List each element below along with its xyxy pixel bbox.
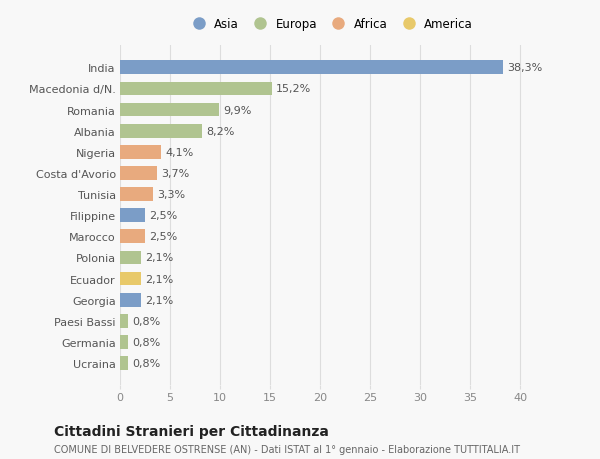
Text: 2,1%: 2,1% bbox=[145, 253, 173, 263]
Bar bbox=[120, 103, 219, 117]
Text: 2,5%: 2,5% bbox=[149, 211, 177, 221]
Text: Cittadini Stranieri per Cittadinanza: Cittadini Stranieri per Cittadinanza bbox=[54, 425, 329, 438]
Legend: Asia, Europa, Africa, America: Asia, Europa, Africa, America bbox=[187, 18, 473, 31]
Bar bbox=[120, 146, 161, 159]
Text: 9,9%: 9,9% bbox=[223, 106, 251, 115]
Bar bbox=[120, 62, 503, 75]
Text: 4,1%: 4,1% bbox=[165, 147, 193, 157]
Bar bbox=[120, 251, 141, 265]
Bar bbox=[120, 357, 128, 370]
Text: 38,3%: 38,3% bbox=[507, 63, 542, 73]
Text: 0,8%: 0,8% bbox=[132, 337, 160, 347]
Bar bbox=[120, 230, 145, 244]
Bar bbox=[120, 314, 128, 328]
Text: 0,8%: 0,8% bbox=[132, 316, 160, 326]
Text: 8,2%: 8,2% bbox=[206, 126, 235, 136]
Text: 2,1%: 2,1% bbox=[145, 295, 173, 305]
Text: 3,7%: 3,7% bbox=[161, 168, 189, 179]
Text: COMUNE DI BELVEDERE OSTRENSE (AN) - Dati ISTAT al 1° gennaio - Elaborazione TUTT: COMUNE DI BELVEDERE OSTRENSE (AN) - Dati… bbox=[54, 444, 520, 454]
Bar bbox=[120, 272, 141, 286]
Bar bbox=[120, 124, 202, 138]
Text: 0,8%: 0,8% bbox=[132, 358, 160, 368]
Bar bbox=[120, 336, 128, 349]
Bar bbox=[120, 293, 141, 307]
Bar bbox=[120, 83, 272, 96]
Bar bbox=[120, 167, 157, 180]
Text: 3,3%: 3,3% bbox=[157, 190, 185, 200]
Text: 15,2%: 15,2% bbox=[276, 84, 311, 94]
Bar bbox=[120, 209, 145, 223]
Bar bbox=[120, 188, 153, 202]
Text: 2,1%: 2,1% bbox=[145, 274, 173, 284]
Text: 2,5%: 2,5% bbox=[149, 232, 177, 242]
